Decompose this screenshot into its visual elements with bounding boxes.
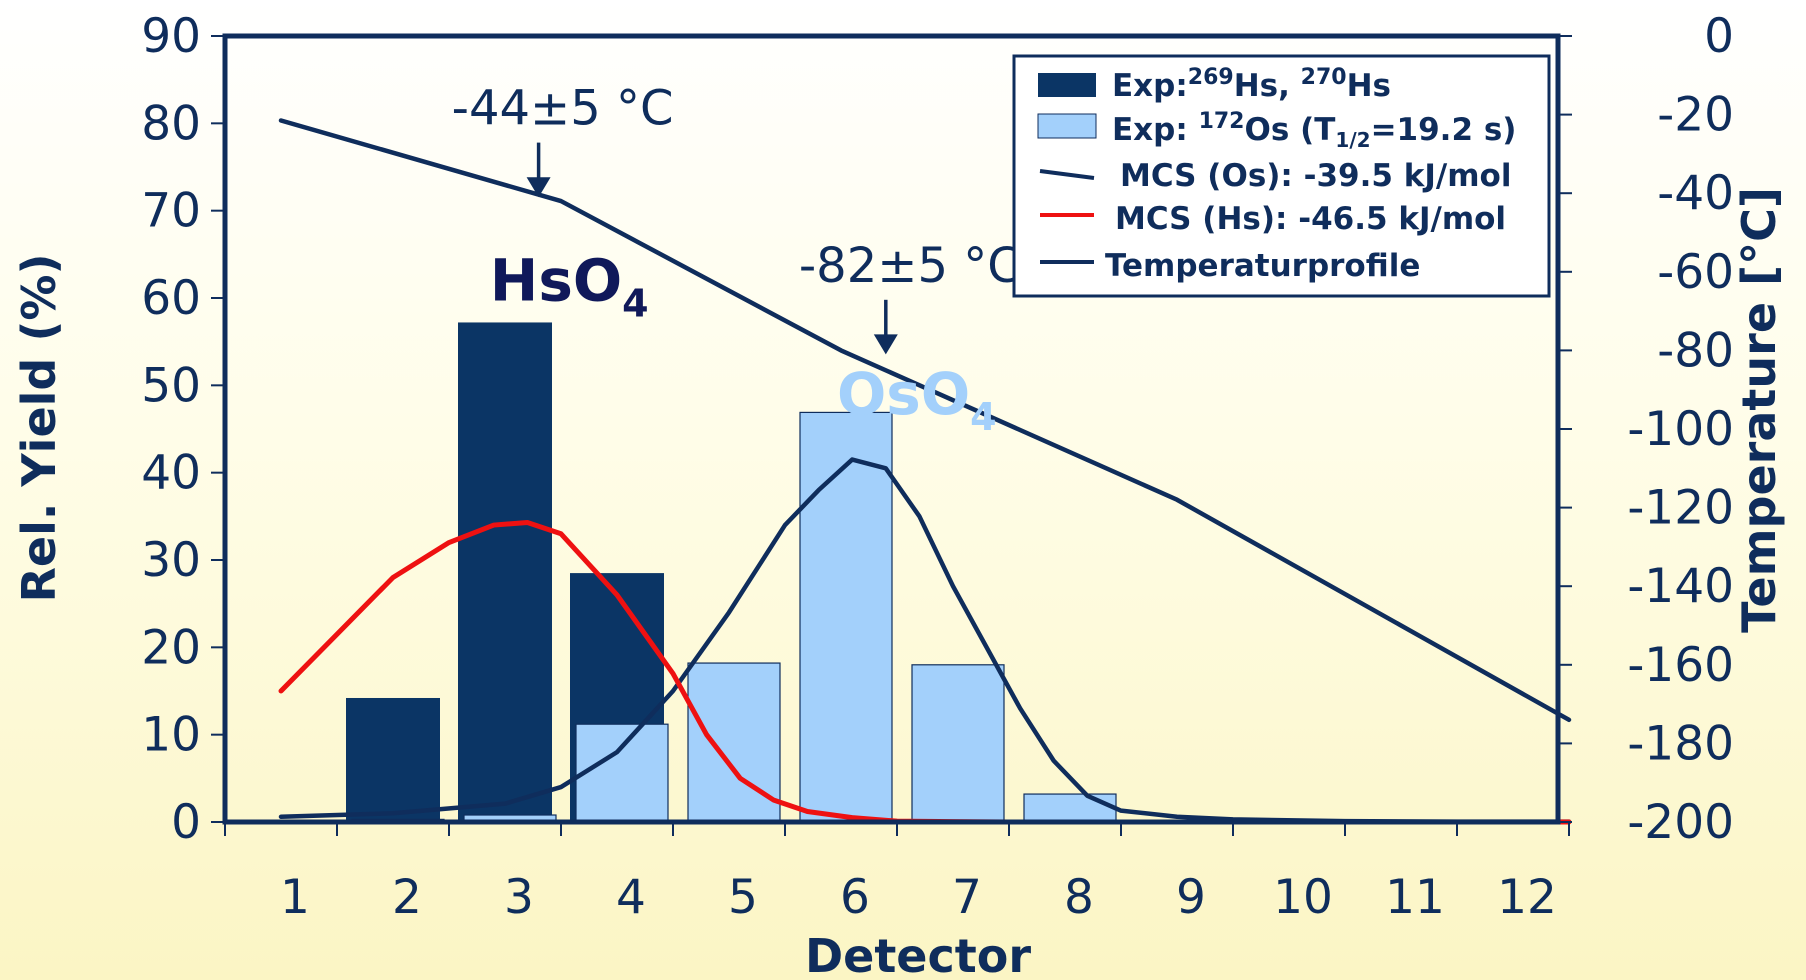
legend-swatch-mcs-os bbox=[1039, 169, 1095, 180]
y-tick-label: 0 bbox=[171, 795, 201, 850]
x-tick-label: 7 bbox=[952, 870, 982, 925]
legend-entry-os: Exp: 172Os (T1/2=19.2 s) bbox=[1112, 109, 1516, 152]
annotation-arrow-head-0 bbox=[526, 177, 551, 198]
legend-swatch-hs-bars bbox=[1038, 73, 1096, 97]
bar-os-6 bbox=[799, 411, 893, 823]
legend: Exp:269Hs, 270Hs Exp: 172Os (T1/2=19.2 s… bbox=[1012, 54, 1551, 298]
y2-tick-label: -80 bbox=[1657, 323, 1734, 378]
y2-tick-label: 0 bbox=[1704, 9, 1734, 64]
annotation-arrow-head-1 bbox=[873, 334, 898, 355]
x-tick-label: 10 bbox=[1273, 870, 1333, 925]
y-tick-label: 60 bbox=[141, 271, 201, 326]
annotation-text-1: -82±5 °C bbox=[799, 238, 1021, 294]
y-tick-label: 70 bbox=[141, 184, 201, 239]
annotations-layer: -44±5 °C -82±5 °C HsO4 OsO4 bbox=[452, 81, 1021, 439]
bars-layer bbox=[234, 322, 1229, 823]
legend-entry-temperature: Temperaturprofile bbox=[1105, 248, 1420, 284]
y-tick-label: 50 bbox=[141, 358, 201, 413]
y-axis-title: Rel. Yield (%) bbox=[12, 254, 66, 603]
legend-swatch-os-bars bbox=[1037, 113, 1097, 139]
x-tick-label: 4 bbox=[616, 870, 646, 925]
y2-tick-label: -120 bbox=[1627, 481, 1734, 536]
bar-hs-2 bbox=[346, 697, 440, 822]
y-tick-label: 80 bbox=[141, 96, 201, 151]
y2-tick-label: -100 bbox=[1627, 402, 1734, 457]
x-tick-label: 6 bbox=[840, 870, 870, 925]
y2-tick-label: -60 bbox=[1657, 245, 1734, 300]
legend-entry-mcs-hs: MCS (Hs): -46.5 kJ/mol bbox=[1115, 201, 1506, 237]
molecule-label-0: HsO4 bbox=[490, 247, 649, 326]
bar-hs-3 bbox=[458, 322, 552, 822]
legend-entry-mcs-os: MCS (Os): -39.5 kJ/mol bbox=[1120, 158, 1511, 194]
x-tick-label: 1 bbox=[280, 870, 310, 925]
axes-layer: 0 10 20 30 40 50 60 70 80 90 0 -20 -40 -60 -80 -100 -120… bbox=[141, 9, 1734, 925]
x-tick-label: 2 bbox=[392, 870, 422, 925]
y2-tick-label: -180 bbox=[1627, 716, 1734, 771]
legend-box bbox=[1012, 54, 1551, 298]
x-tick-label: 5 bbox=[728, 870, 758, 925]
mcs-os-curve bbox=[278, 457, 1572, 824]
bar-os-7 bbox=[911, 664, 1005, 823]
y2-tick-label: -200 bbox=[1627, 795, 1734, 850]
x-tick-label: 11 bbox=[1385, 870, 1445, 925]
y-tick-label: 10 bbox=[141, 708, 201, 763]
y2-tick-label: -40 bbox=[1657, 166, 1734, 221]
y2-axis-title: Temperature [°C] bbox=[1732, 187, 1786, 633]
temperature-profile-line bbox=[278, 118, 1572, 723]
y-tick-label: 90 bbox=[141, 9, 201, 64]
bar-os-8 bbox=[1023, 793, 1117, 823]
x-tick-label: 9 bbox=[1176, 870, 1206, 925]
legend-entry-hs: Exp:269Hs, 270Hs bbox=[1112, 65, 1391, 104]
molecule-label-1: OsO4 bbox=[837, 360, 997, 439]
y2-tick-label: -140 bbox=[1627, 559, 1734, 614]
annotation-text-0: -44±5 °C bbox=[452, 81, 674, 137]
x-axis-title: Detector bbox=[805, 929, 1031, 980]
x-tick-label: 12 bbox=[1497, 870, 1557, 925]
y-tick-label: 40 bbox=[141, 446, 201, 501]
y2-tick-label: -160 bbox=[1627, 638, 1734, 693]
x-tick-label: 8 bbox=[1064, 870, 1094, 925]
y-tick-label: 20 bbox=[141, 620, 201, 675]
bar-os-4 bbox=[575, 723, 669, 823]
x-tick-label: 3 bbox=[504, 870, 534, 925]
y2-tick-label: -20 bbox=[1657, 88, 1734, 143]
y-tick-label: 30 bbox=[141, 533, 201, 588]
